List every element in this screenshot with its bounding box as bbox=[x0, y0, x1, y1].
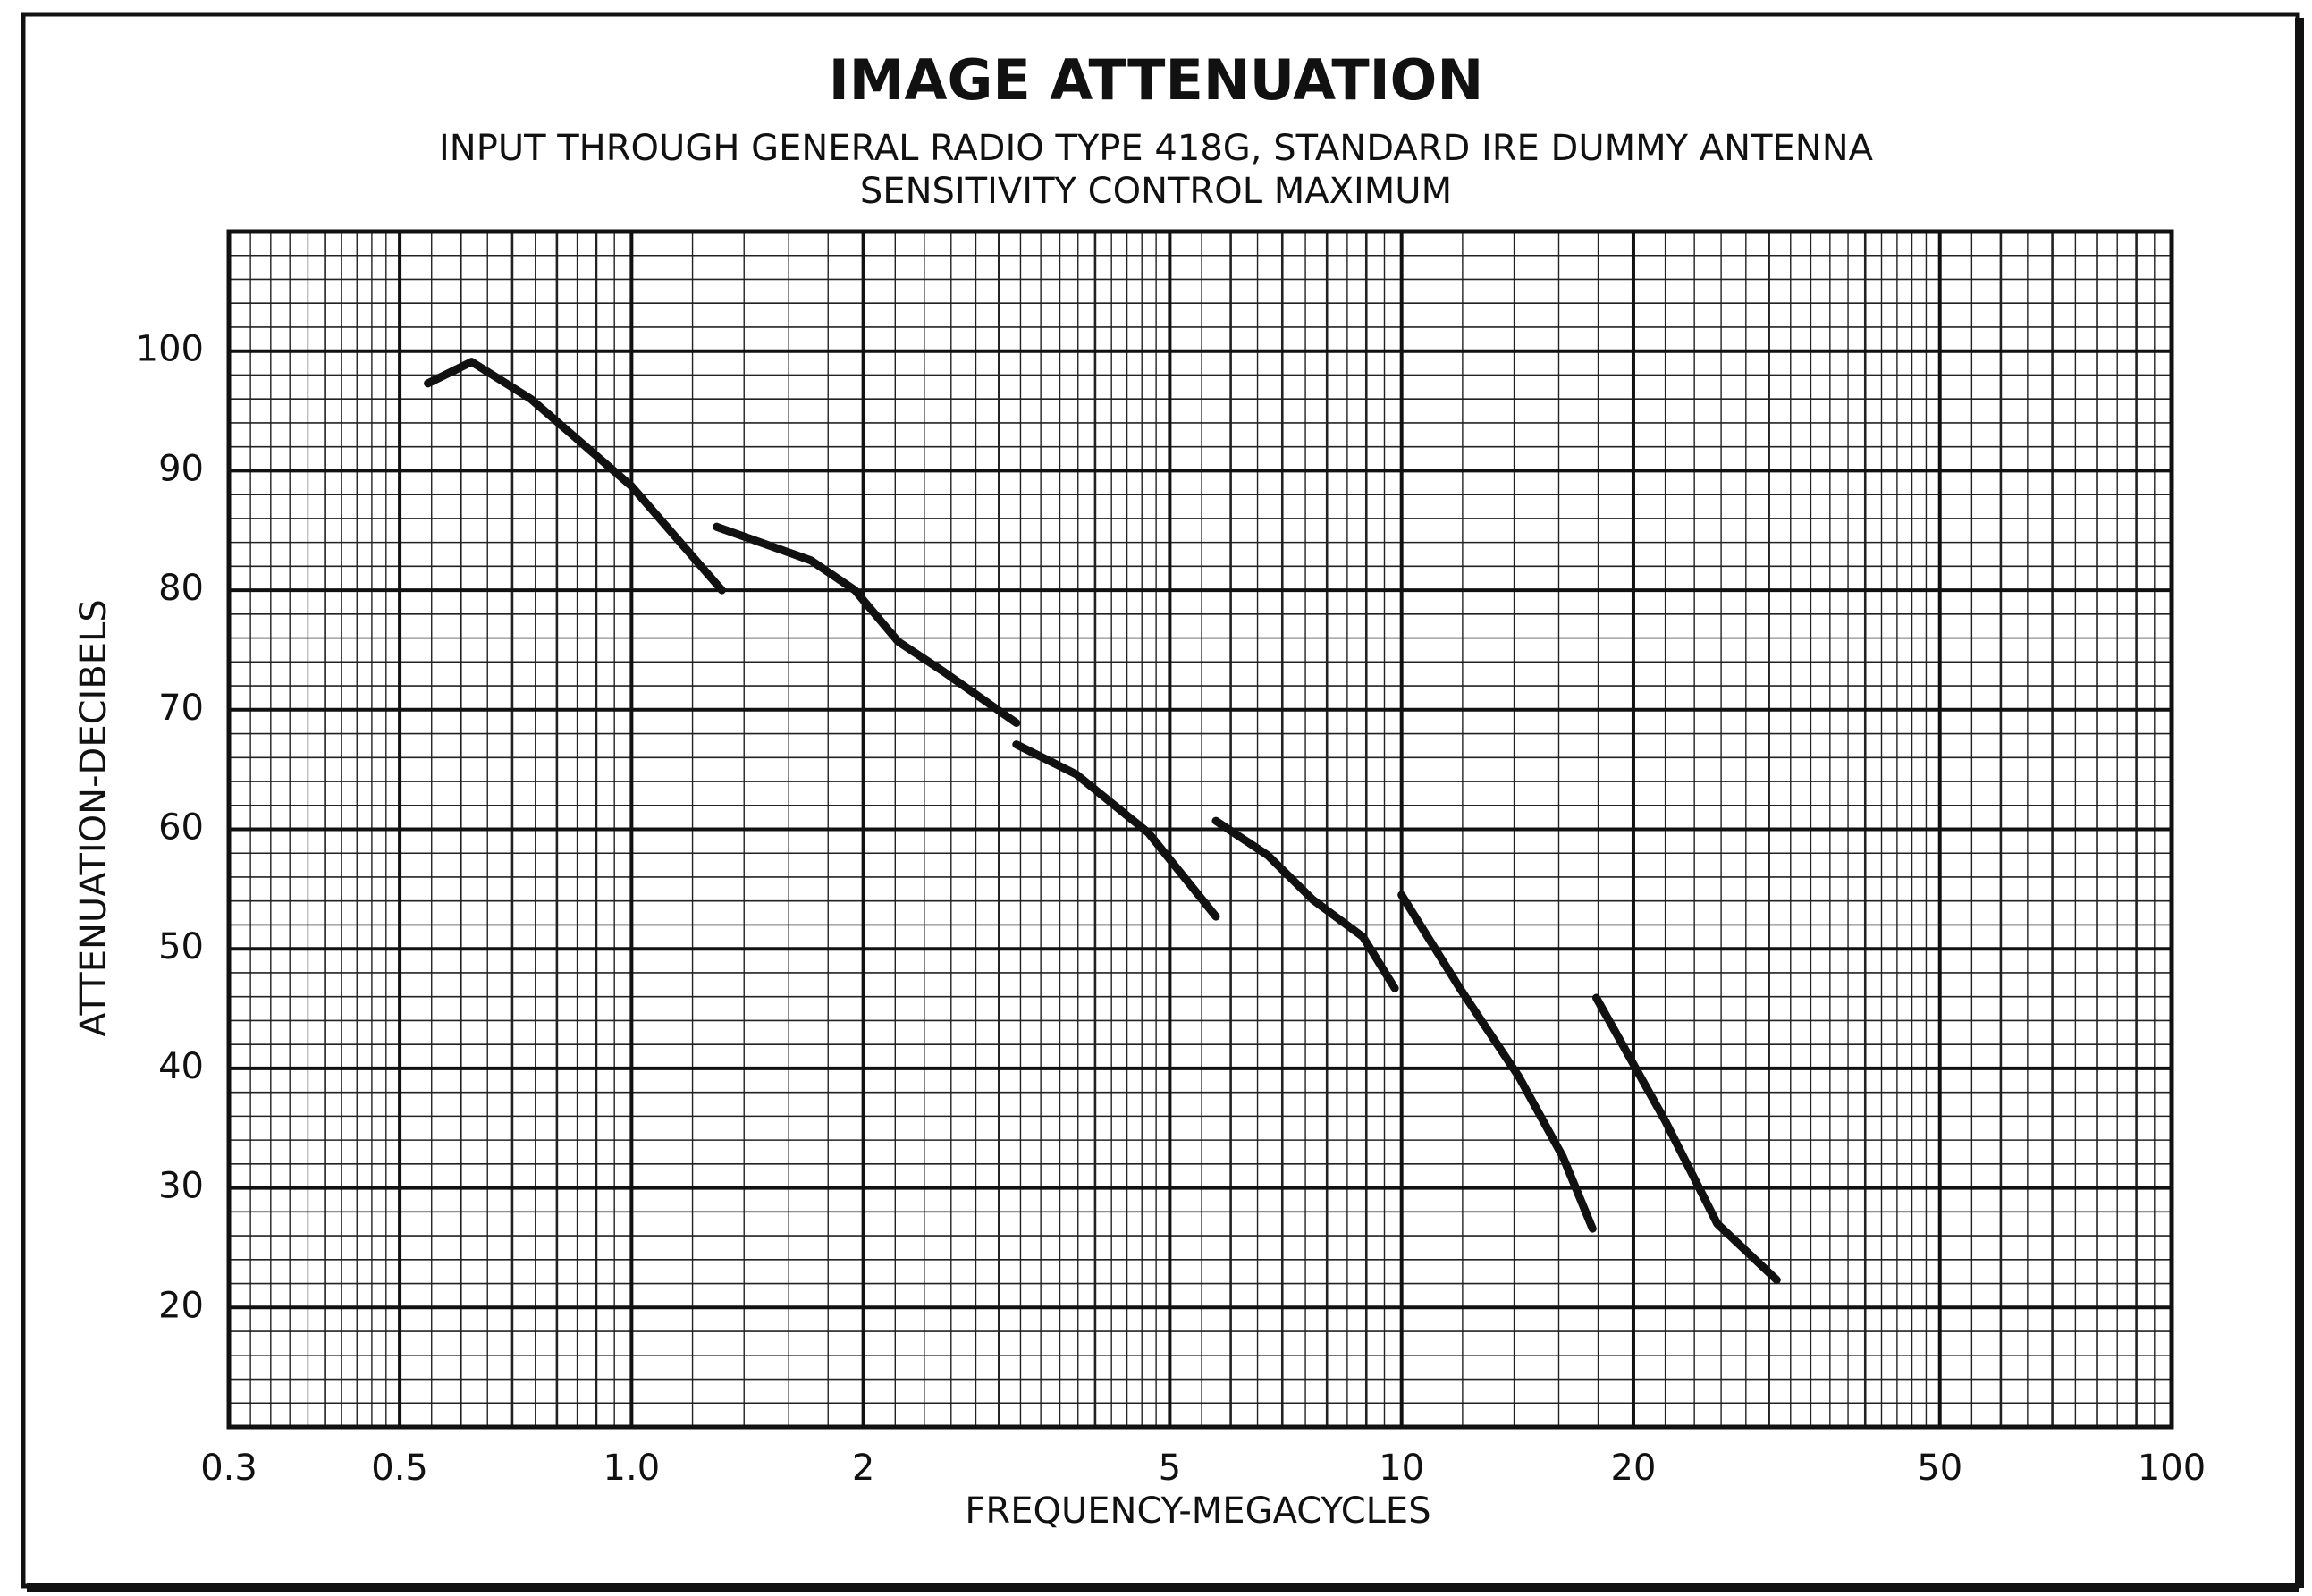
x-axis-label: FREQUENCY-MEGACYCLES bbox=[965, 1490, 1430, 1532]
plot-border bbox=[226, 229, 2174, 1430]
y-tick-label: 60 bbox=[158, 807, 204, 849]
x-tick-label: 10 bbox=[1379, 1448, 1424, 1489]
frame bbox=[21, 12, 2300, 1589]
chart-subtitle: SENSITIVITY CONTROL MAXIMUM bbox=[860, 171, 1452, 212]
x-tick-label: 100 bbox=[2138, 1448, 2206, 1489]
x-tick-label: 1.0 bbox=[603, 1448, 661, 1489]
x-tick-label: 2 bbox=[852, 1448, 874, 1489]
y-tick-label: 80 bbox=[158, 568, 204, 609]
y-axis-label: ATTENUATION-DECIBELS bbox=[73, 599, 114, 1036]
chart-subtitle: INPUT THROUGH GENERAL RADIO TYPE 418G, S… bbox=[439, 128, 1874, 169]
data-line bbox=[424, 358, 1781, 1284]
y-tick-label: 30 bbox=[158, 1166, 204, 1207]
x-tick-label: 20 bbox=[1611, 1448, 1657, 1489]
y-tick-label: 20 bbox=[158, 1285, 204, 1326]
y-tick-label: 50 bbox=[158, 926, 204, 967]
y-tick-label: 90 bbox=[158, 448, 204, 489]
y-tick-label: 70 bbox=[158, 688, 204, 729]
chart-title: IMAGE ATTENUATION bbox=[829, 47, 1484, 113]
x-tick-label: 0.3 bbox=[200, 1448, 257, 1489]
y-tick-label: 100 bbox=[136, 329, 204, 370]
x-tick-label: 50 bbox=[1917, 1448, 1962, 1489]
x-tick-label: 5 bbox=[1159, 1448, 1181, 1489]
y-tick-label: 40 bbox=[158, 1046, 204, 1087]
x-tick-label: 0.5 bbox=[371, 1448, 428, 1489]
